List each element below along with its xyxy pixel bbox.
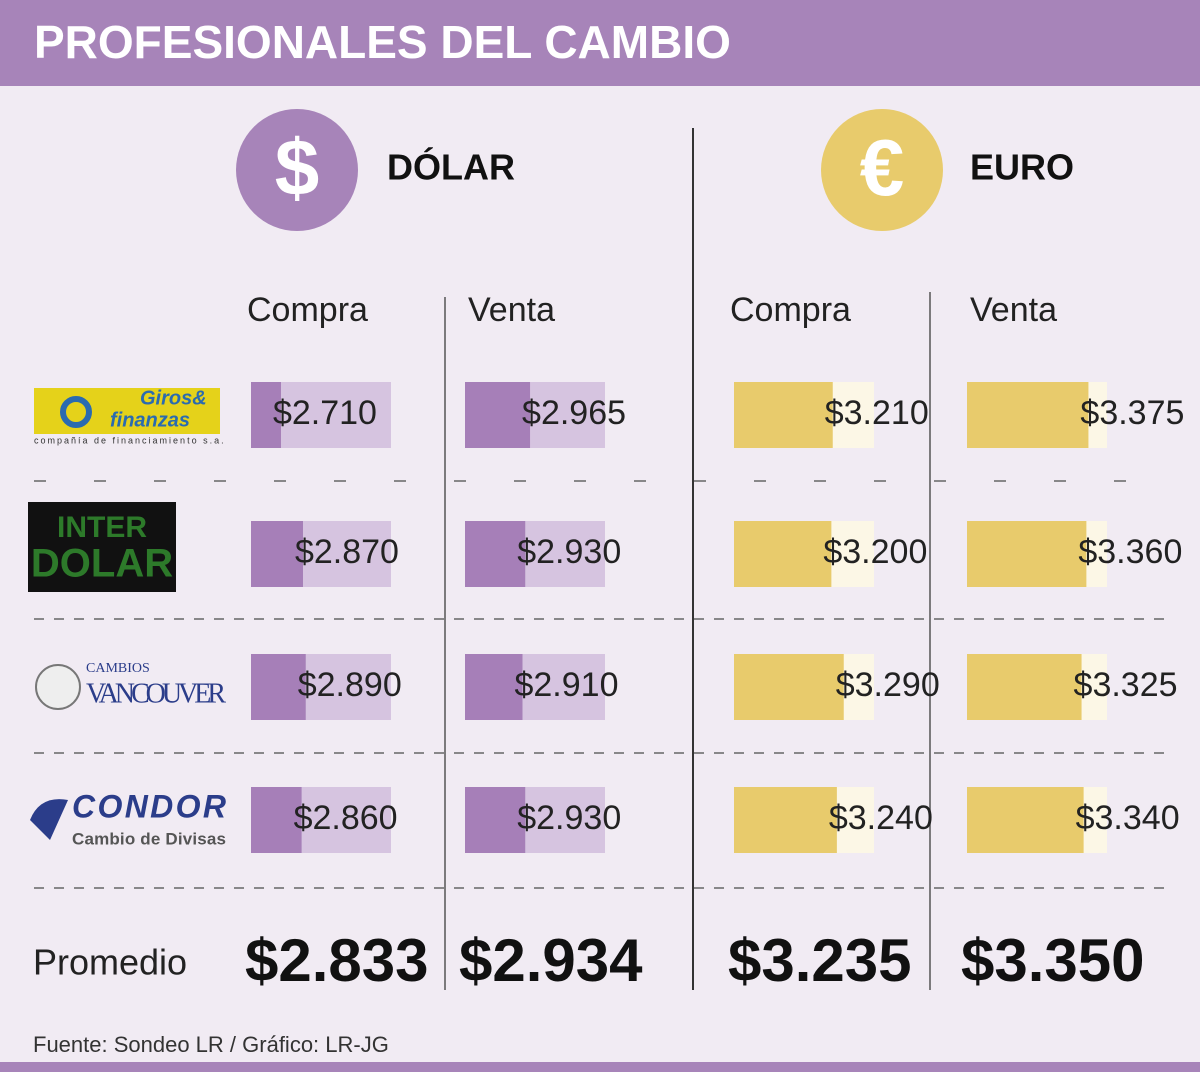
source: Fuente: Sondeo LR / Gráfico: LR-JG (33, 1032, 389, 1057)
logo-text: Cambio de Divisas (72, 829, 226, 848)
value-label: $3.210 (825, 394, 929, 432)
currency-symbol: € (860, 123, 905, 212)
value-label: $2.930 (517, 533, 621, 571)
value-label: $3.325 (1074, 666, 1178, 704)
bar (967, 382, 1089, 448)
average-value: $3.350 (961, 927, 1145, 994)
value-label: $3.375 (1080, 394, 1184, 432)
logo-text: DOLAR (31, 542, 173, 586)
currency-name: DÓLAR (387, 146, 515, 188)
value-label: $2.890 (298, 666, 402, 704)
bar (967, 787, 1084, 853)
logo-text: INTER (57, 511, 147, 544)
bar (967, 654, 1082, 720)
value-label: $3.290 (836, 666, 940, 704)
average-value: $2.934 (459, 927, 643, 994)
bar (465, 382, 531, 448)
value-label: $3.340 (1076, 799, 1180, 837)
value-label: $3.360 (1078, 533, 1182, 571)
average-value: $2.833 (245, 927, 429, 994)
value-label: $2.870 (295, 533, 399, 571)
bar (251, 521, 303, 587)
bar (251, 382, 281, 448)
bar (465, 787, 526, 853)
average-label: Promedio (33, 942, 187, 983)
value-label: $3.200 (823, 533, 927, 571)
bar (734, 654, 844, 720)
logo-mark (30, 799, 68, 840)
logo-mark (60, 396, 92, 428)
bar (465, 521, 526, 587)
logo-text: VANCOUVER (86, 678, 226, 709)
value-label: $2.710 (273, 394, 377, 432)
logo-text: CAMBIOS (86, 661, 150, 676)
currency-icon (821, 109, 943, 231)
currency-symbol: $ (275, 123, 320, 212)
logo-text: Giros& (140, 387, 207, 409)
bar (734, 787, 837, 853)
logo-bg (28, 502, 176, 592)
value-label: $2.965 (522, 394, 626, 432)
currency-name: EURO (970, 147, 1074, 188)
column-header: Venta (468, 291, 555, 329)
column-header: Compra (247, 291, 368, 329)
logo-text: finanzas (110, 409, 190, 431)
bar (967, 521, 1087, 587)
bar (251, 654, 306, 720)
footer-band (0, 1062, 1200, 1072)
header-band (0, 0, 1200, 86)
bar (734, 382, 833, 448)
column-header: Venta (970, 291, 1057, 329)
value-label: $2.860 (294, 799, 398, 837)
bar (734, 521, 832, 587)
average-value: $3.235 (728, 927, 912, 994)
chart-title: PROFESIONALES DEL CAMBIO (34, 16, 731, 68)
logo-tagline: compañía de financiamiento s.a. (34, 435, 226, 445)
value-label: $2.930 (517, 799, 621, 837)
bar (251, 787, 302, 853)
logo-mark (35, 664, 81, 710)
value-label: $3.240 (829, 799, 933, 837)
bar (465, 654, 523, 720)
currency-icon (236, 109, 358, 231)
value-label: $2.910 (514, 666, 618, 704)
column-header: Compra (730, 291, 851, 329)
